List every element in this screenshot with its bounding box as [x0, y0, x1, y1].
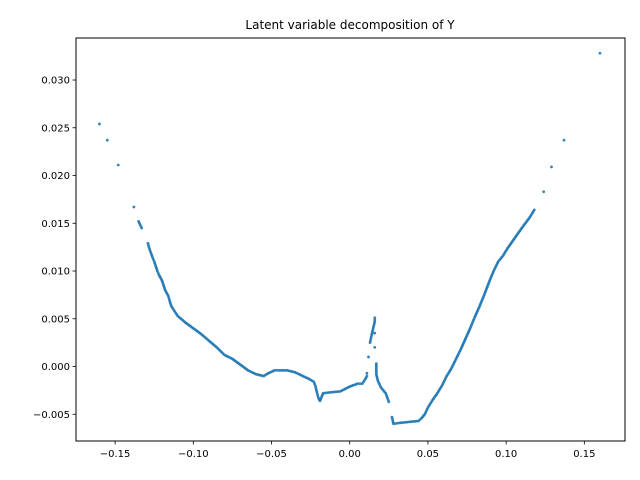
- data-point: [277, 368, 281, 372]
- y-tick-label: 0.030: [41, 76, 70, 87]
- data-point: [132, 205, 136, 209]
- data-point: [550, 165, 553, 169]
- data-point: [105, 138, 109, 142]
- y-tick-label: 0.010: [41, 267, 70, 278]
- x-axis: −0.15 −0.10 −0.05 0.00 0.05 0.10 0.15: [100, 441, 595, 460]
- data-point-fill: [396, 421, 400, 425]
- x-tick-label: 0.05: [417, 449, 439, 460]
- data-point: [373, 346, 377, 349]
- data-point: [273, 368, 277, 372]
- plot-frame: [75, 37, 626, 442]
- y-tick-label: 0.000: [41, 362, 70, 373]
- data-point: [356, 382, 359, 386]
- y-tick-label: −0.005: [33, 410, 70, 421]
- y-axis: −0.005 0.000 0.005 0.010 0.015 0.020 0.025 0.03…: [33, 76, 76, 421]
- data-point: [373, 316, 377, 320]
- data-point-fill: [283, 368, 287, 372]
- x-tick-label: 0.15: [573, 449, 595, 460]
- data-point-fill: [281, 368, 285, 372]
- data-point: [98, 122, 101, 126]
- data-point-fill: [275, 368, 279, 372]
- data-point: [365, 371, 369, 375]
- data-point: [373, 331, 377, 335]
- data-point-fill: [279, 368, 283, 372]
- data-point-fill: [394, 422, 397, 425]
- x-tick-label: −0.10: [178, 449, 209, 460]
- x-tick-label: 0.10: [495, 449, 517, 460]
- chart-title: Latent variable decomposition of Y: [245, 18, 455, 32]
- data-point: [387, 400, 391, 404]
- data-point: [562, 138, 566, 142]
- data-point: [598, 51, 602, 55]
- data-point: [532, 208, 536, 212]
- data-point: [367, 355, 370, 359]
- data-point: [542, 190, 546, 194]
- y-tick-label: 0.025: [41, 123, 70, 134]
- x-tick-label: −0.05: [256, 449, 287, 460]
- x-tick-label: −0.15: [100, 449, 131, 460]
- data-point: [365, 374, 369, 378]
- data-point: [116, 163, 120, 167]
- y-tick-label: 0.005: [41, 314, 70, 325]
- y-tick-label: 0.015: [41, 219, 70, 230]
- x-tick-label: 0.00: [339, 449, 361, 460]
- data-point-fill: [358, 382, 362, 386]
- data-point: [392, 422, 395, 426]
- points-layer: [98, 51, 602, 426]
- data-point: [140, 226, 144, 230]
- y-tick-label: 0.020: [41, 171, 70, 182]
